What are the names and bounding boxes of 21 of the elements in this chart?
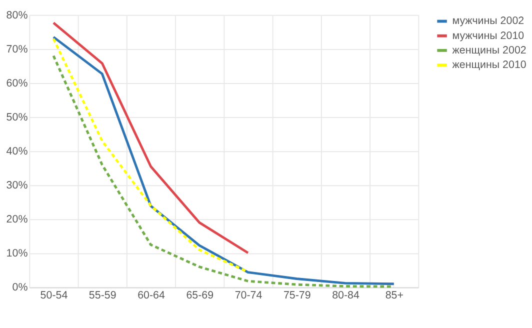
legend-label: мужчины 2002 <box>452 15 524 28</box>
legend-label: мужчины 2010 <box>452 30 524 42</box>
x-tick-label: 65-69 <box>186 289 214 302</box>
x-tick-label: 70-74 <box>234 289 262 302</box>
y-tick-label: 40% <box>6 146 28 158</box>
y-tick-label: 70% <box>6 43 28 56</box>
y-tick-label: 80% <box>6 9 28 22</box>
legend-label: женщины 2010 <box>452 58 526 71</box>
x-tick-label: 85+ <box>385 289 404 302</box>
y-tick-label: 50% <box>6 111 28 124</box>
x-tick-label: 50-54 <box>40 289 68 302</box>
y-tick-label: 10% <box>6 248 28 260</box>
x-tick-label: 60-64 <box>138 289 165 302</box>
y-tick-label: 60% <box>6 77 28 90</box>
legend-label: женщины 2002 <box>452 44 526 56</box>
x-tick-label: 80-84 <box>332 289 360 302</box>
x-tick-label: 75-79 <box>283 289 311 302</box>
y-tick-label: 0% <box>12 282 28 294</box>
x-tick-label: 55-59 <box>88 289 116 302</box>
y-tick-label: 30% <box>6 180 28 192</box>
y-tick-label: 20% <box>6 214 28 226</box>
